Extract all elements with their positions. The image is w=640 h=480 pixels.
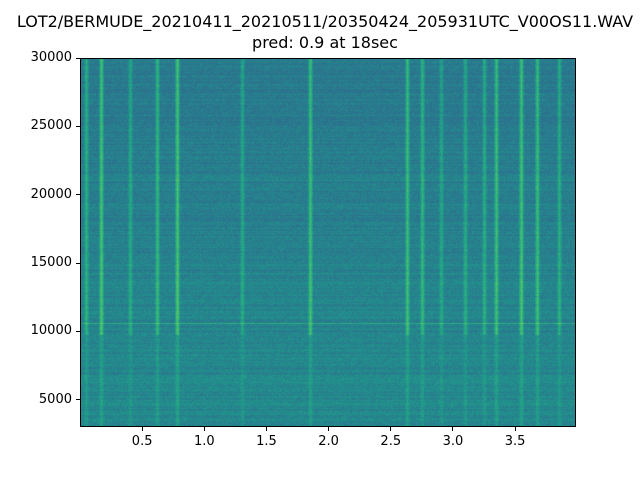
spectrogram-image xyxy=(80,58,576,427)
y-tick xyxy=(76,399,80,401)
x-tick xyxy=(203,427,205,431)
y-tick xyxy=(76,194,80,196)
y-tick xyxy=(76,330,80,332)
x-tick xyxy=(328,427,330,431)
chart-subtitle: pred: 0.9 at 18sec xyxy=(252,33,398,52)
y-tick-label: 10000 xyxy=(30,323,72,339)
x-tick-label: 0.5 xyxy=(131,434,153,449)
x-tick-label: 3.0 xyxy=(442,434,464,449)
x-tick xyxy=(141,427,143,431)
x-tick-label: 2.0 xyxy=(318,434,339,449)
y-tick-label: 5000 xyxy=(38,391,72,407)
y-tick-label: 30000 xyxy=(30,50,72,65)
x-tick-label: 1.5 xyxy=(256,434,277,449)
y-tick xyxy=(76,57,80,59)
x-tick xyxy=(390,427,392,431)
x-tick xyxy=(265,427,267,431)
y-tick-label: 25000 xyxy=(30,118,72,134)
chart-title: LOT2/BERMUDE_20210411_20210511/20350424_… xyxy=(16,12,634,31)
x-tick xyxy=(514,427,516,431)
x-tick-label: 2.5 xyxy=(380,434,402,449)
y-tick xyxy=(76,125,80,127)
y-tick-label: 15000 xyxy=(30,255,72,270)
x-tick-label: 3.5 xyxy=(504,434,526,449)
x-tick xyxy=(452,427,454,431)
x-tick-label: 1.0 xyxy=(193,434,215,449)
y-tick-label: 20000 xyxy=(30,186,72,202)
y-tick xyxy=(76,262,80,264)
